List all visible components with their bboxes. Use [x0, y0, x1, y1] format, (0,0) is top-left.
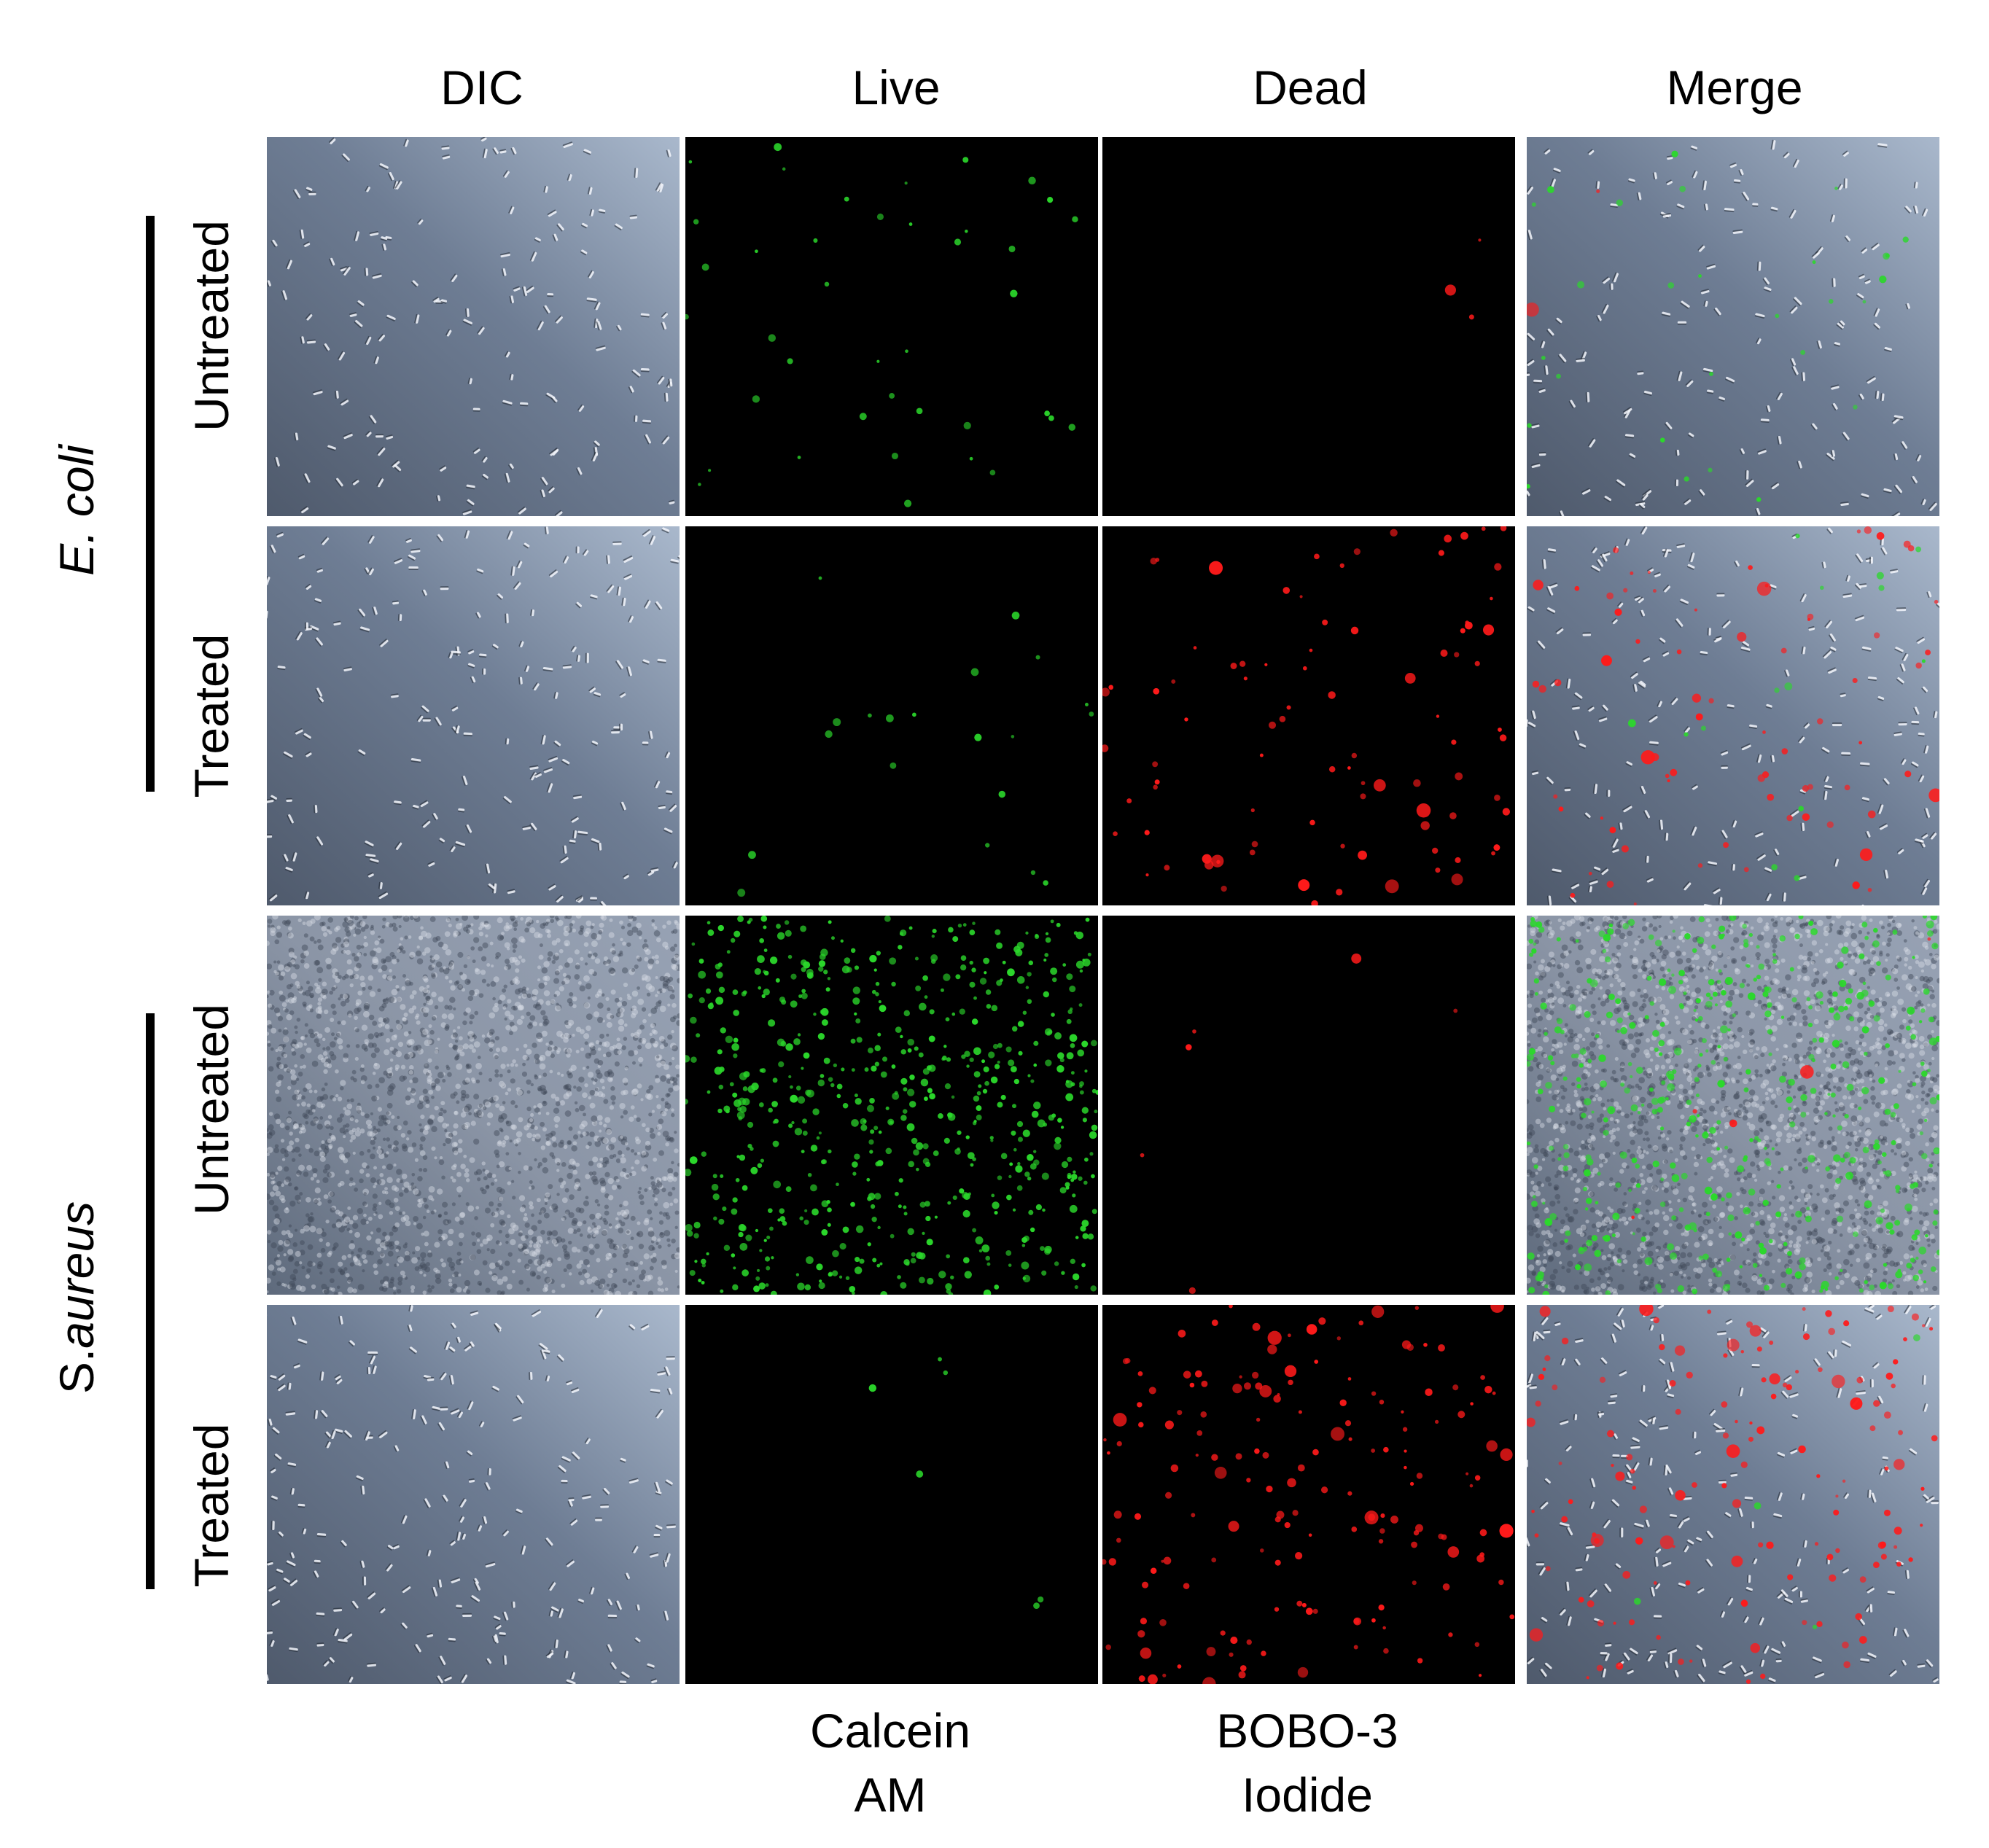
- micrograph-ecoli-treated-dead: [1102, 526, 1515, 905]
- species-name-ecoli: E. coli: [50, 445, 104, 576]
- micrograph-saureus-treated-dead: [1102, 1305, 1515, 1684]
- micrograph-ecoli-untreated-live: [685, 137, 1098, 516]
- micrograph-ecoli-untreated-merge: [1527, 137, 1939, 516]
- micrograph-saureus-untreated-dead: [1102, 916, 1515, 1295]
- micrograph-saureus-untreated-dic: [267, 916, 680, 1295]
- micrograph-saureus-treated-dic: [267, 1305, 680, 1684]
- micrograph-saureus-untreated-merge: [1527, 916, 1939, 1295]
- row-label-saureus-treated: Treated: [184, 1423, 238, 1588]
- group-bar-ecoli: [146, 216, 155, 792]
- row-label-saureus-untreated: Untreated: [184, 1004, 238, 1215]
- stain-label-live: Calcein AM: [682, 1699, 1098, 1827]
- stain-label-live-line1: Calcein: [809, 1704, 971, 1758]
- stain-label-dead: BOBO-3 Iodide: [1099, 1699, 1515, 1827]
- column-header-dead: Dead: [1253, 61, 1368, 114]
- species-name-saureus: aureus: [50, 1201, 104, 1349]
- stain-label-dead-line1: BOBO-3: [1216, 1704, 1398, 1758]
- column-header-merge: Merge: [1666, 61, 1803, 114]
- species-prefix-saureus: S.: [50, 1348, 104, 1395]
- micrograph-ecoli-treated-live: [685, 526, 1098, 905]
- stain-label-dead-line2: Iodide: [1242, 1768, 1373, 1822]
- species-label-saureus: S.aureus: [44, 1115, 109, 1480]
- micrograph-ecoli-untreated-dic: [267, 137, 680, 516]
- micrograph-ecoli-treated-dic: [267, 526, 680, 905]
- group-bar-saureus: [146, 1013, 155, 1589]
- micrograph-ecoli-treated-merge: [1527, 526, 1939, 905]
- column-header-dic: DIC: [440, 61, 523, 114]
- micrograph-saureus-untreated-live: [685, 916, 1098, 1295]
- row-label-ecoli-treated: Treated: [184, 633, 238, 798]
- row-label-ecoli-untreated: Untreated: [184, 220, 238, 432]
- column-header-live: Live: [852, 61, 941, 114]
- micrograph-ecoli-untreated-dead: [1102, 137, 1515, 516]
- micrograph-saureus-treated-merge: [1527, 1305, 1939, 1684]
- stain-label-live-line2: AM: [854, 1768, 927, 1822]
- species-label-ecoli: E. coli: [44, 328, 109, 693]
- micrograph-saureus-treated-live: [685, 1305, 1098, 1684]
